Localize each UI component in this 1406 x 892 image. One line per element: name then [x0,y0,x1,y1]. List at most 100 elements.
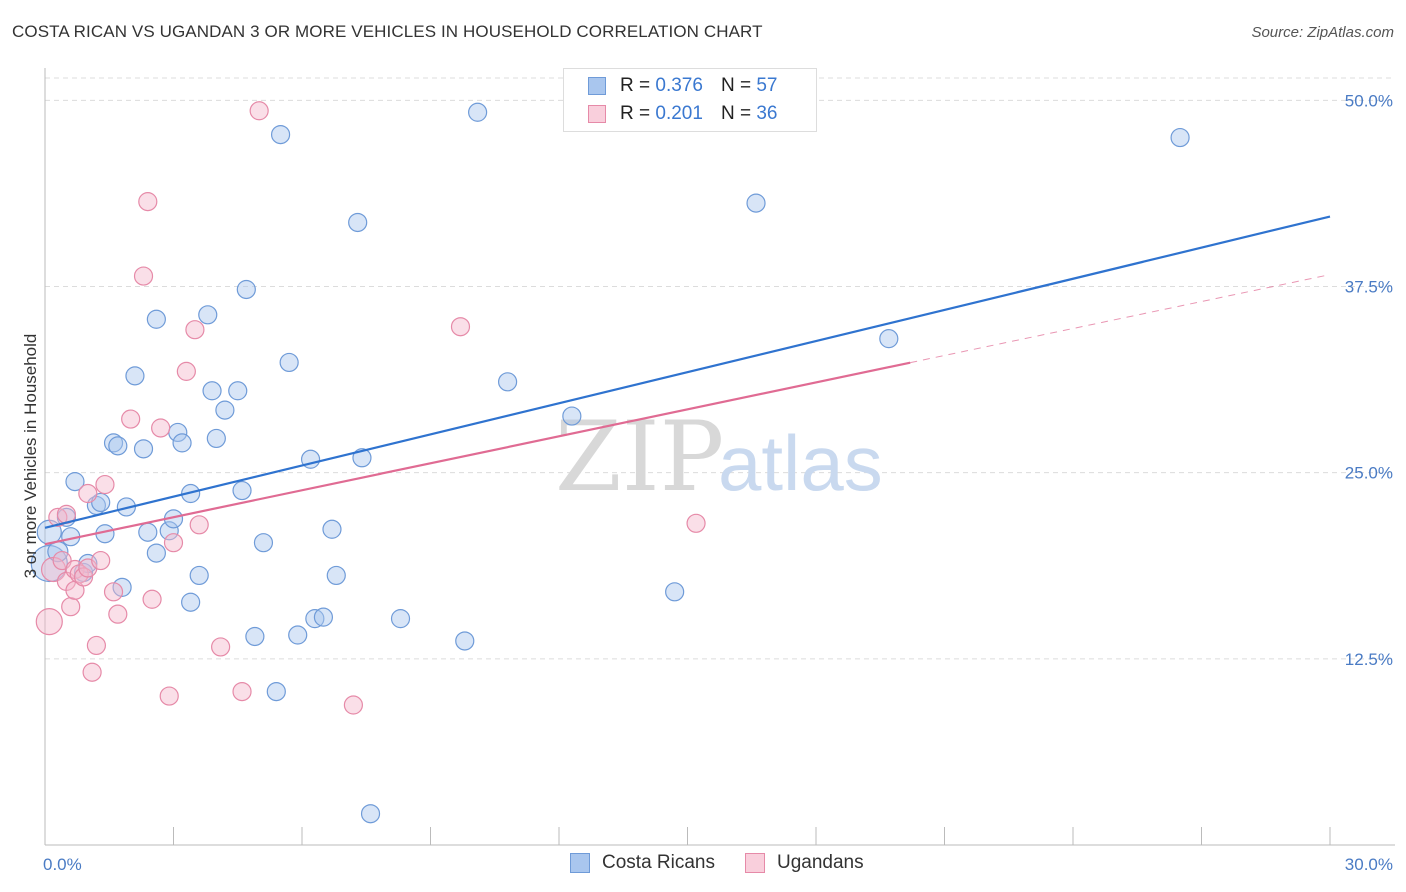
ugandan-point [138,192,158,212]
costa-rican-point [348,212,368,233]
chart-title: COSTA RICAN VS UGANDAN 3 OR MORE VEHICLE… [12,22,763,41]
ugandan-point [185,320,205,340]
ugandan-point [159,686,179,706]
costa-rican-point [228,381,248,401]
blue-swatch-icon [570,853,590,873]
ugandan-trend-line [44,361,911,546]
y-tick-label: 50.0% [1345,91,1393,110]
ugandan-point [73,567,94,587]
costa-rican-point [498,372,518,392]
ugandan-point [151,418,171,438]
ugandan-point [61,597,81,617]
n-value: 57 [756,75,778,96]
data-points [30,101,1190,824]
costa-rican-point [352,448,372,468]
blue-swatch-icon [588,77,606,95]
costa-rican-point [879,329,899,349]
ugandan-point [211,637,231,657]
costa-rican-point [236,279,256,300]
costa-rican-point [159,521,179,541]
costa-rican-point [181,592,201,612]
ugandan-point [86,635,107,656]
costa-rican-point [138,522,158,542]
ugandan-trend-line-extension [910,274,1331,364]
trend-lines [44,215,1331,546]
y-tick-label: 25.0% [1345,464,1393,483]
costa-rican-point [322,519,342,539]
pink-swatch-icon [745,853,765,873]
watermark-atlas: atlas [718,419,883,507]
costa-rican-point [665,582,685,602]
costa-rican-point [206,428,226,449]
costa-rican-point [326,565,346,586]
costa-rican-point [455,631,475,651]
costa-rican-point [390,609,411,629]
costa-rican-point [279,352,299,373]
ugandan-point [249,101,269,121]
costa-rican-point [133,439,154,459]
costa-rican-point [172,433,192,453]
costa-rican-point [746,193,766,213]
costa-rican-point [198,305,218,325]
ugandan-point [686,513,706,533]
ugandan-point [343,695,363,715]
legend-row-costa-ricans: R = 0.376 N = 57 [588,73,777,99]
r-value: 0.201 [655,103,703,124]
ugandan-point [35,608,63,636]
ugandan-point [103,582,124,602]
ugandan-point [95,474,115,495]
costa-rican-point [266,681,286,702]
costa-rican-point [65,472,85,492]
ugandan-point [78,483,98,504]
ugandan-point [121,409,141,429]
x-tick-label: 0.0% [43,855,82,874]
n-label: N = [720,75,752,96]
y-axis-label: 3 or more Vehicles in Household [21,334,40,579]
costa-rican-point [1170,127,1190,148]
n-value: 36 [756,103,778,124]
ugandan-point [176,361,196,381]
series-legend: Costa Ricans Ugandans [570,852,894,874]
legend-row-ugandans: R = 0.201 N = 36 [588,101,777,127]
legend-label: Costa Ricans [602,852,715,873]
costa-rican-point [253,533,274,553]
costa-rican-point [108,436,128,456]
ugandan-point [108,604,128,624]
pink-swatch-icon [588,105,606,123]
ugandan-point [189,515,209,535]
costa-rican-point [313,607,334,627]
r-value: 0.376 [655,75,703,96]
costa-rican-point [245,626,265,647]
costa-rican-point [125,366,145,386]
r-label: R = [620,103,651,124]
axes [44,68,1395,846]
ugandan-point [133,266,154,286]
costa-rican-point [232,480,252,501]
ugandan-point [450,317,471,337]
costa-rican-point [189,565,209,586]
costa-rican-point [562,406,582,426]
legend-item-ugandans: Ugandans [745,852,864,874]
correlation-legend: R = 0.376 N = 57 R = 0.201 N = 36 [563,68,817,132]
costa-rican-point [202,381,222,401]
costa-rican-point [270,124,291,145]
grid-lines [45,77,1395,660]
source-label: Source: ZipAtlas.com [1251,24,1394,41]
costa-rican-point [215,400,235,420]
ugandan-point [82,662,102,682]
costa-rican-point [146,309,166,329]
r-label: R = [620,75,651,96]
y-tick-label: 37.5% [1345,278,1393,297]
costa-rican-point [146,543,166,563]
costa-rican-point [288,625,308,645]
costa-rican-point [112,577,132,597]
ugandan-point [232,681,252,702]
x-tick-label: 30.0% [1345,855,1393,874]
y-tick-label: 12.5% [1345,650,1393,669]
watermark: ZIP atlas [555,401,883,513]
ugandan-point [142,589,162,609]
ugandan-point [91,550,111,571]
costa-rican-trend-line [44,215,1331,529]
ugandan-point [163,533,184,553]
